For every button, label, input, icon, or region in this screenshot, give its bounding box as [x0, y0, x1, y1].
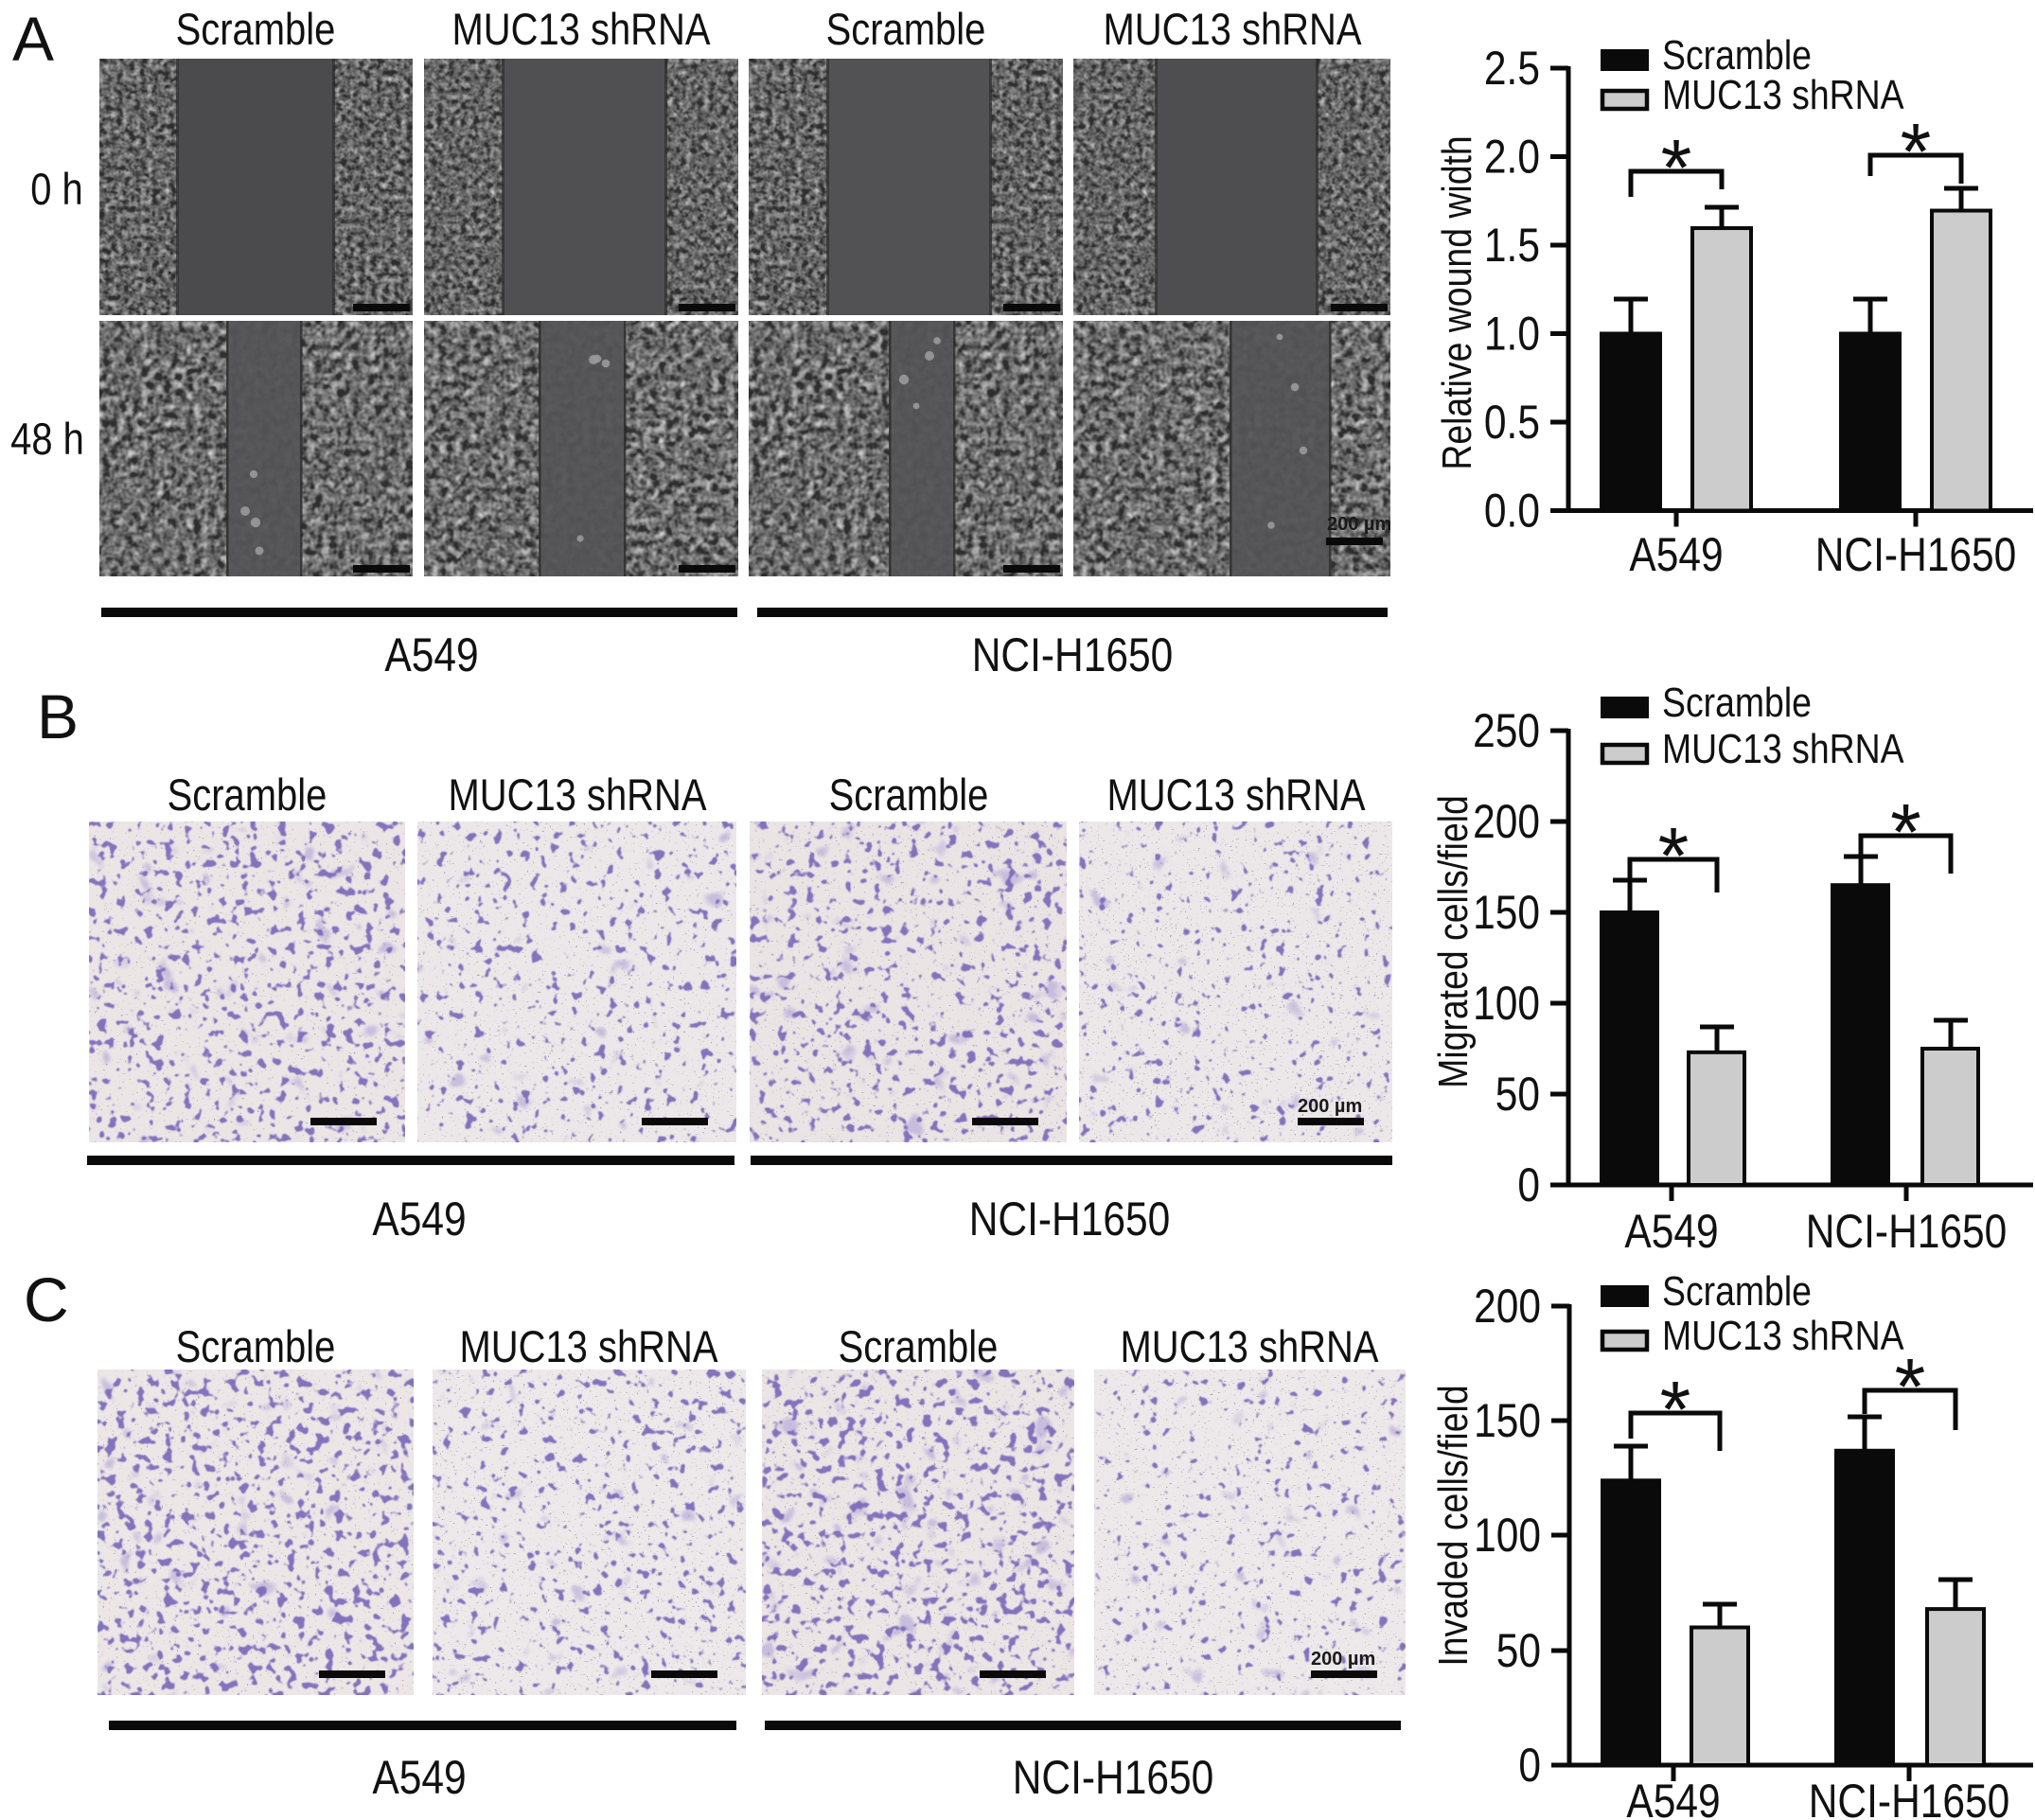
svg-text:Scramble: Scramble [1662, 1268, 1812, 1315]
svg-text:*: * [1895, 1342, 1926, 1431]
svg-text:50: 50 [1495, 1068, 1540, 1121]
svg-text:150: 150 [1474, 1394, 1541, 1447]
svg-text:*: * [1901, 107, 1932, 196]
svg-text:A549: A549 [1624, 1205, 1718, 1258]
svg-text:2.0: 2.0 [1484, 130, 1540, 183]
svg-text:NCI-H1650: NCI-H1650 [1806, 1205, 2008, 1258]
svg-text:*: * [1890, 787, 1921, 876]
svg-text:100: 100 [1474, 1509, 1541, 1562]
svg-text:MUC13 shRNA: MUC13 shRNA [1662, 725, 1904, 772]
svg-text:Scramble: Scramble [1662, 679, 1812, 726]
svg-text:Invaded cells/field: Invaded cells/field [1429, 1385, 1477, 1666]
svg-text:Migrated cells/field: Migrated cells/field [1429, 795, 1477, 1088]
svg-text:*: * [1661, 123, 1692, 212]
svg-text:100: 100 [1473, 977, 1540, 1030]
svg-text:A549: A549 [1626, 1775, 1720, 1820]
svg-text:*: * [1660, 1365, 1691, 1454]
svg-text:NCI-H1650: NCI-H1650 [1815, 528, 2017, 581]
svg-text:1.0: 1.0 [1484, 307, 1540, 360]
svg-text:0.0: 0.0 [1484, 484, 1540, 537]
svg-text:Scramble: Scramble [1662, 31, 1812, 79]
svg-text:200 µm: 200 µm [1327, 514, 1390, 535]
svg-text:Relative wound width: Relative wound width [1433, 135, 1480, 469]
svg-text:0: 0 [1518, 1739, 1541, 1792]
svg-text:150: 150 [1473, 886, 1540, 939]
svg-text:MUC13 shRNA: MUC13 shRNA [1662, 71, 1904, 118]
svg-text:200 µm: 200 µm [1298, 1096, 1362, 1117]
svg-text:2.5: 2.5 [1484, 42, 1540, 95]
svg-text:200: 200 [1474, 1280, 1541, 1333]
svg-text:250: 250 [1473, 704, 1540, 757]
svg-text:200: 200 [1473, 795, 1540, 848]
svg-text:200 µm: 200 µm [1311, 1649, 1375, 1670]
svg-text:NCI-H1650: NCI-H1650 [1809, 1775, 2010, 1820]
svg-text:1.5: 1.5 [1484, 219, 1540, 272]
svg-text:A549: A549 [1629, 528, 1723, 581]
svg-text:MUC13 shRNA: MUC13 shRNA [1662, 1312, 1904, 1359]
svg-text:0.5: 0.5 [1484, 396, 1540, 449]
svg-text:50: 50 [1496, 1624, 1541, 1677]
svg-text:0: 0 [1517, 1158, 1540, 1211]
svg-text:*: * [1658, 811, 1690, 900]
